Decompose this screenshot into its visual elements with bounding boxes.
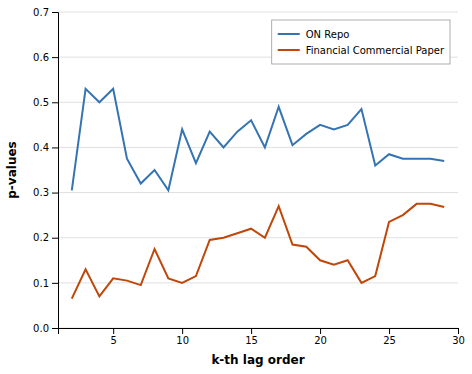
tick-mark bbox=[251, 328, 252, 334]
tick-label: 5 bbox=[110, 335, 116, 346]
tick-mark bbox=[52, 57, 58, 58]
tick: 25 bbox=[383, 328, 396, 346]
tick-label: 0.6 bbox=[33, 52, 49, 63]
legend-swatch bbox=[278, 33, 300, 35]
series-line bbox=[72, 89, 444, 191]
x-axis-title: k-th lag order bbox=[211, 353, 304, 367]
tick-mark bbox=[389, 328, 390, 334]
tick: 0.7 bbox=[33, 7, 58, 18]
tick: 30 bbox=[452, 328, 465, 346]
legend-label: Financial Commercial Paper bbox=[306, 45, 445, 56]
y-axis: 0.0 0.1 0.2 0.3 0.4 0.5 0.6 0.7 bbox=[33, 7, 58, 334]
tick: 0.4 bbox=[33, 142, 58, 153]
grid-line bbox=[58, 282, 458, 283]
tick-label: 0.1 bbox=[33, 278, 49, 289]
tick-label: 10 bbox=[176, 335, 189, 346]
tick: 0.5 bbox=[33, 97, 58, 108]
grid-line bbox=[58, 147, 458, 148]
tick-mark bbox=[320, 328, 321, 334]
tick-label: 0.5 bbox=[33, 97, 49, 108]
tick: 0.6 bbox=[33, 52, 58, 63]
tick-label: 25 bbox=[383, 335, 396, 346]
series-line bbox=[72, 204, 444, 299]
tick-mark bbox=[52, 102, 58, 103]
tick: 0.1 bbox=[33, 278, 58, 289]
tick-label: 0.0 bbox=[33, 323, 49, 334]
legend-swatch bbox=[278, 49, 300, 51]
legend-label: ON Repo bbox=[306, 29, 350, 40]
tick-mark bbox=[52, 193, 58, 194]
grid bbox=[58, 12, 458, 328]
legend-box bbox=[272, 20, 450, 64]
x-axis: 5 10 15 20 25 30 bbox=[59, 328, 465, 346]
tick-label: 20 bbox=[314, 335, 327, 346]
tick-label: 0.7 bbox=[33, 7, 49, 18]
tick-mark bbox=[52, 283, 58, 284]
tick: 0.2 bbox=[33, 232, 58, 243]
tick-mark bbox=[52, 147, 58, 148]
axis-line bbox=[59, 329, 459, 335]
tick: 5 bbox=[110, 328, 116, 346]
tick-mark bbox=[52, 238, 58, 239]
tick-mark bbox=[52, 328, 58, 329]
tick: 0.0 bbox=[33, 323, 58, 334]
tick: 15 bbox=[245, 328, 258, 346]
grid-line bbox=[58, 192, 458, 193]
grid-line bbox=[58, 102, 458, 103]
plot-lines bbox=[72, 89, 444, 299]
tick-label: 15 bbox=[245, 335, 258, 346]
tick: 10 bbox=[176, 328, 189, 346]
tick-mark bbox=[113, 328, 114, 334]
axis-line bbox=[52, 13, 59, 329]
tick: 20 bbox=[314, 328, 327, 346]
tick-label: 0.2 bbox=[33, 232, 49, 243]
tick-label: 0.4 bbox=[33, 142, 49, 153]
tick-label: 0.3 bbox=[33, 187, 49, 198]
y-axis-title: p-values bbox=[5, 141, 19, 198]
tick-label: 30 bbox=[452, 335, 465, 346]
tick-mark bbox=[458, 328, 459, 334]
legend: ON Repo Financial Commercial Paper bbox=[272, 20, 450, 64]
grid-line bbox=[58, 12, 458, 13]
tick-mark bbox=[52, 12, 58, 13]
tick: 0.3 bbox=[33, 187, 58, 198]
chart: 5 10 15 20 25 30 0.0 0.1 0.2 0.3 0.4 0.5 0.6 0.7 k-th … bbox=[0, 0, 472, 374]
grid-line bbox=[58, 237, 458, 238]
tick-mark bbox=[182, 328, 183, 334]
